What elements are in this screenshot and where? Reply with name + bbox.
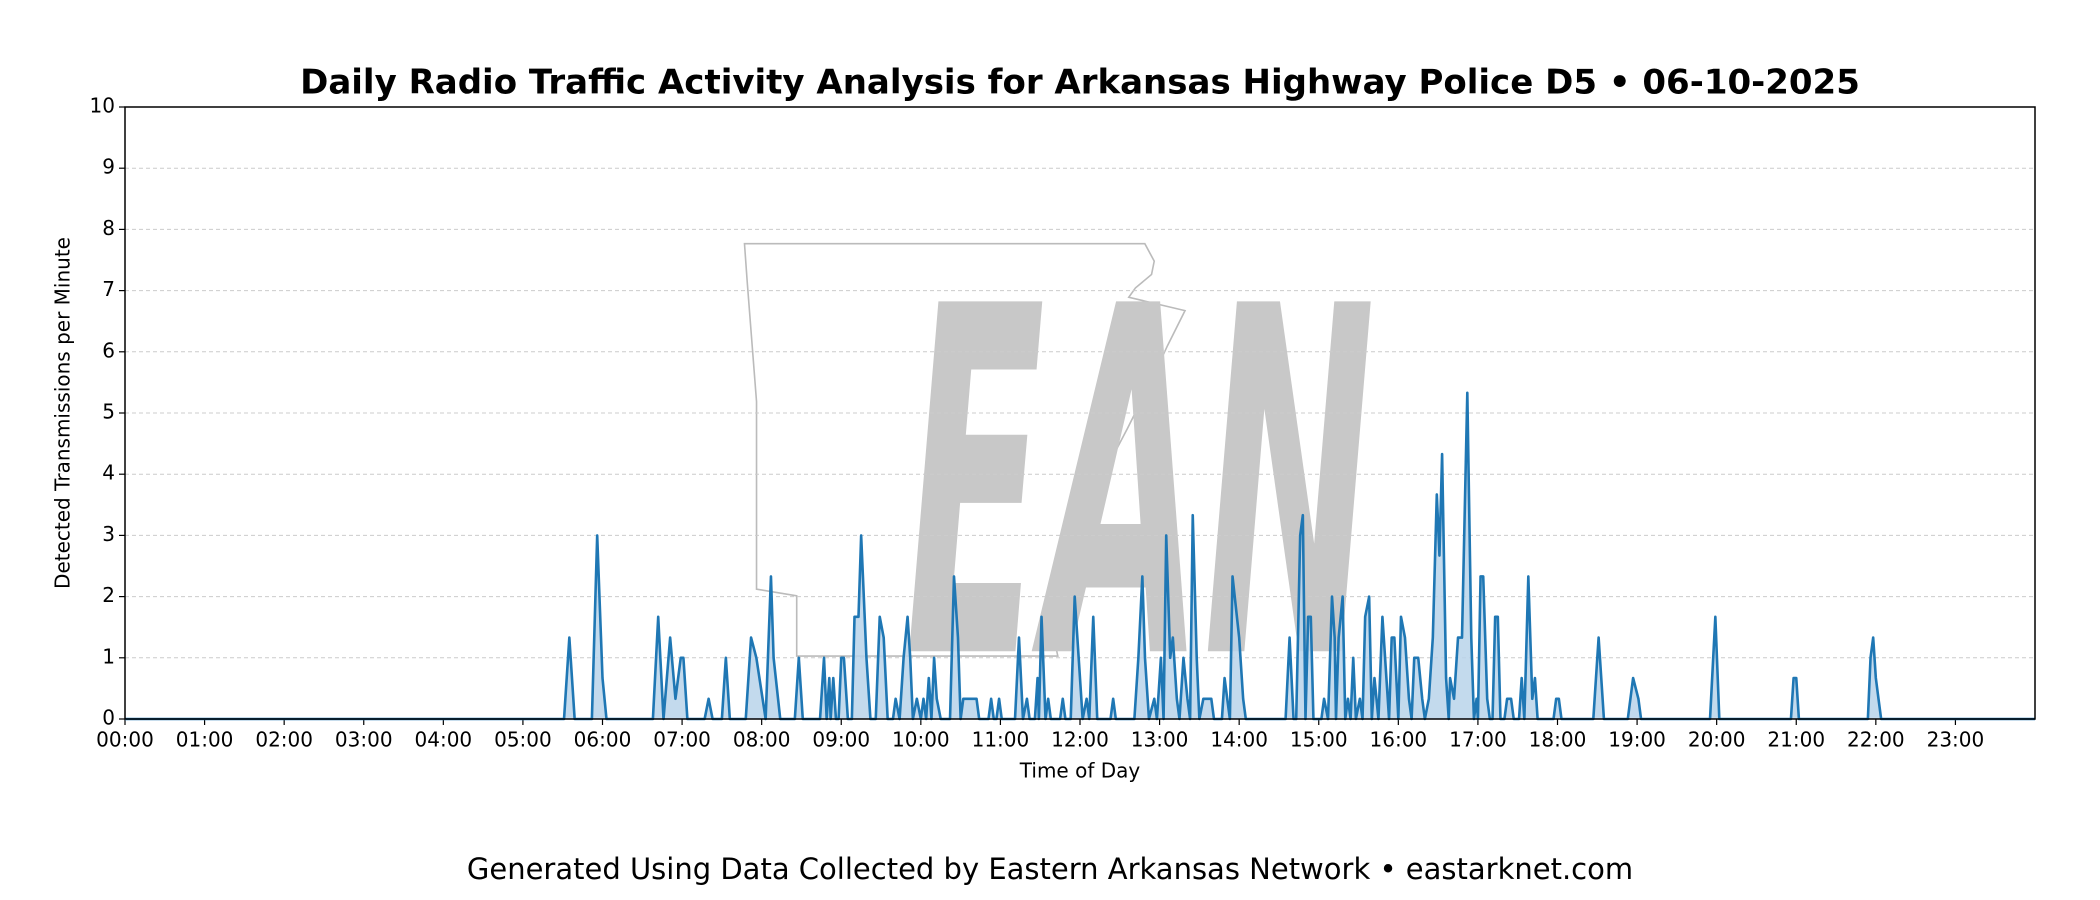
x-tick-label: 22:00 [1847,728,1905,752]
y-tick-label: 1 [102,644,115,668]
y-axis-label: Detected Transmissions per Minute [51,237,75,589]
x-tick-label: 03:00 [335,728,393,752]
x-tick-label: 10:00 [892,728,950,752]
x-tick-label: 09:00 [812,728,870,752]
x-tick-label: 16:00 [1370,728,1428,752]
y-tick-label: 5 [102,400,115,424]
x-tick-label: 11:00 [972,728,1030,752]
x-tick-label: 18:00 [1529,728,1587,752]
chart-title: Daily Radio Traffic Activity Analysis fo… [300,63,1860,103]
x-tick-label: 21:00 [1767,728,1825,752]
y-tick-label: 9 [102,155,115,179]
x-tick-label: 19:00 [1608,728,1666,752]
y-tick-label: 8 [102,216,115,240]
y-tick-label: 3 [102,522,115,546]
x-tick-label: 08:00 [733,728,791,752]
y-tick-label: 6 [102,338,115,362]
x-tick-label: 23:00 [1927,728,1985,752]
x-tick-label: 00:00 [96,728,154,752]
x-tick-label: 06:00 [574,728,632,752]
x-tick-label: 20:00 [1688,728,1746,752]
x-tick-label: 13:00 [1131,728,1189,752]
y-tick-label: 2 [102,583,115,607]
x-tick-label: 12:00 [1051,728,1109,752]
y-tick-label: 7 [102,277,115,301]
plot-frame [124,106,2036,720]
x-tick-label: 01:00 [176,728,234,752]
x-axis-label: Time of Day [1019,759,1141,783]
x-tick-label: 04:00 [415,728,473,752]
x-tick-label: 02:00 [255,728,313,752]
y-tick-label: 4 [102,461,115,485]
x-tick-label: 05:00 [494,728,552,752]
line [125,391,2035,721]
x-tick-label: 07:00 [653,728,711,752]
footer: Generated Using Data Collected by Easter… [467,852,1633,886]
x-tick-label: 15:00 [1290,728,1348,752]
x-tick-label: 17:00 [1449,728,1507,752]
y-tick-label: 0 [102,706,115,730]
y-tick-label: 10 [90,94,115,118]
x-tick-label: 14:00 [1210,728,1268,752]
